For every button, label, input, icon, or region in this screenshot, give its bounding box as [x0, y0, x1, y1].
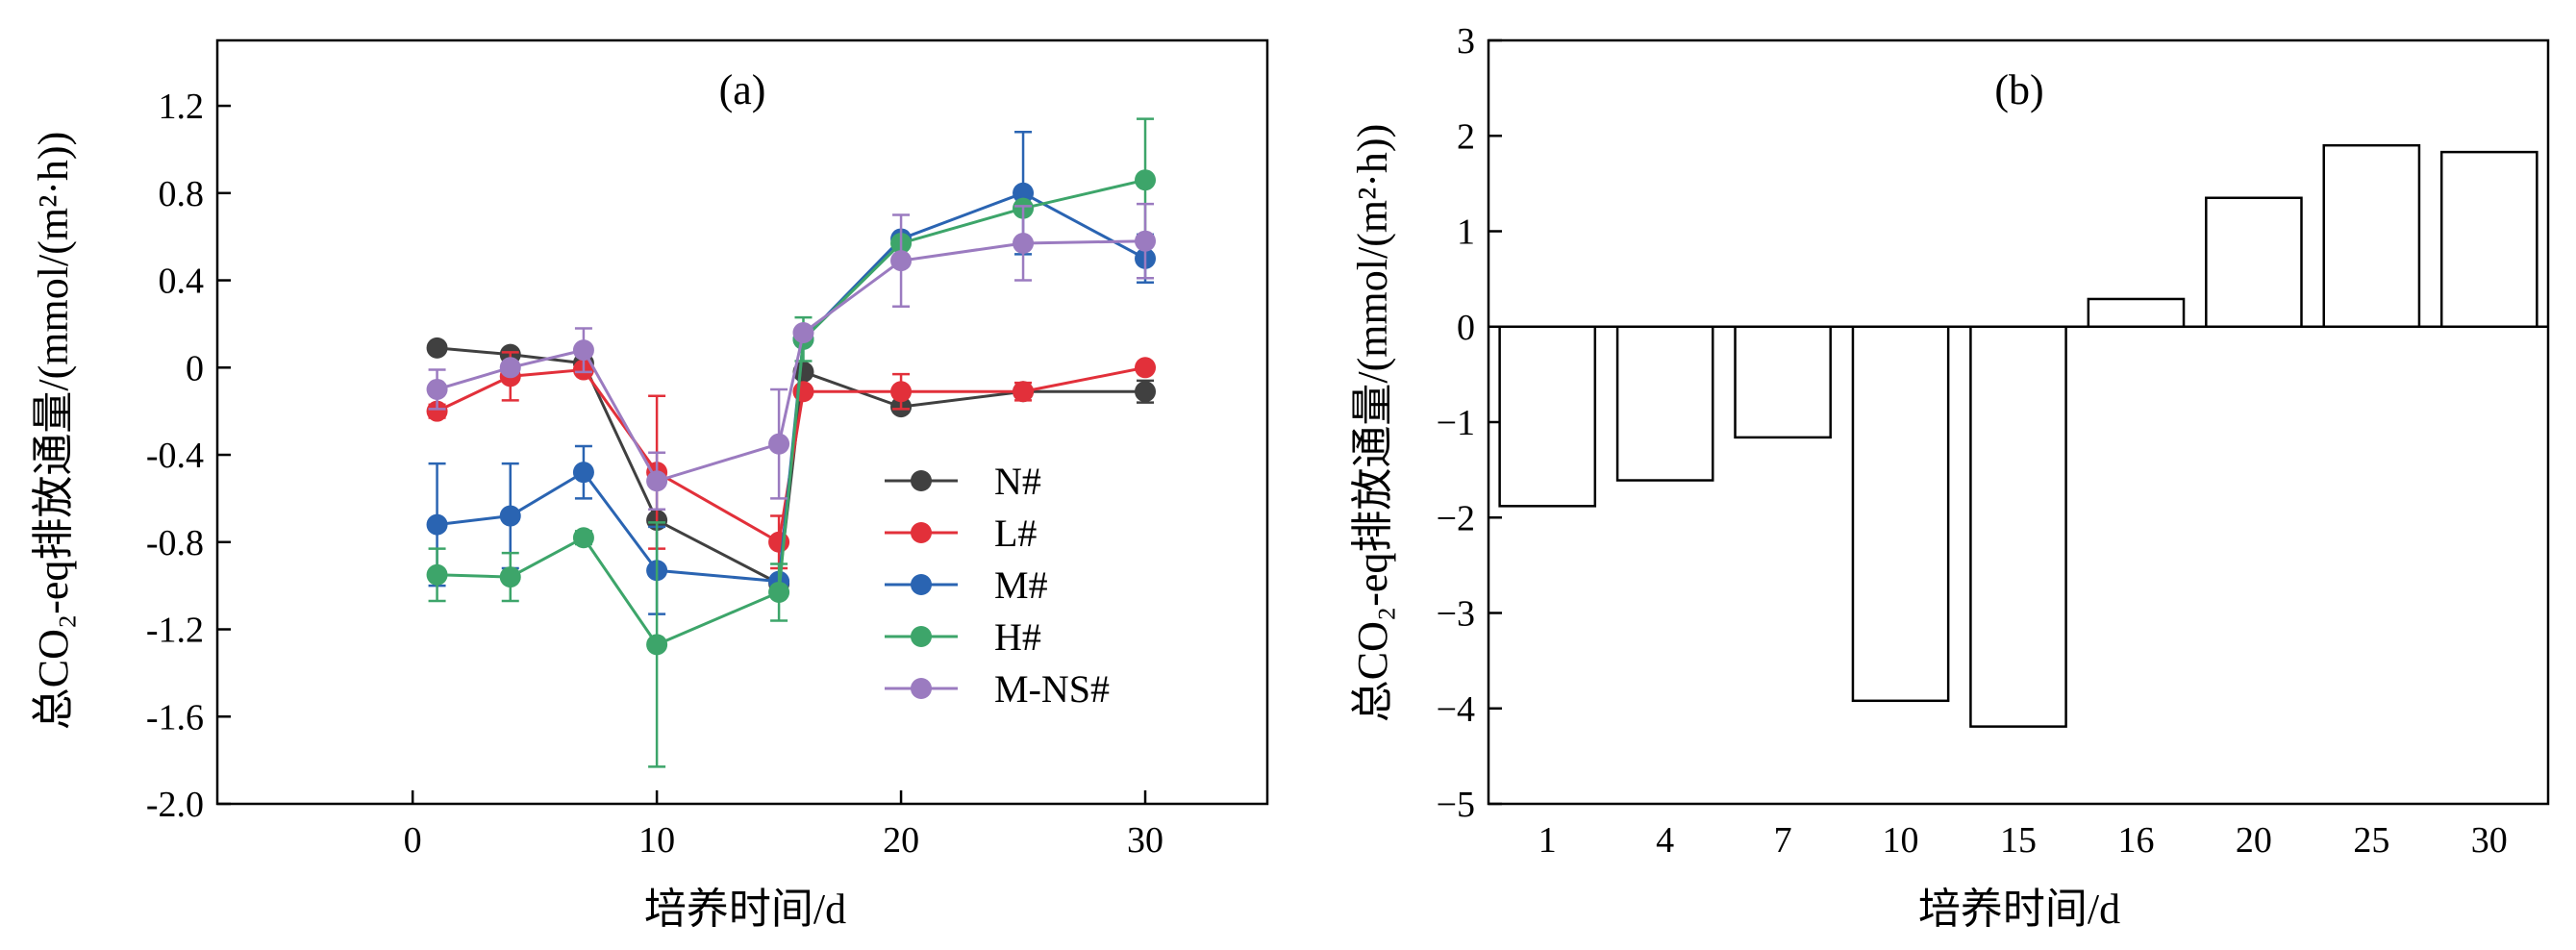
data-point — [572, 462, 594, 484]
legend-entry: M-NS# — [994, 667, 1110, 711]
data-point — [1135, 381, 1157, 403]
data-point — [1013, 232, 1035, 254]
panel-a-x-tick-label: 0 — [404, 820, 422, 861]
data-point — [499, 566, 521, 588]
panel-b-y-tick-label: −1 — [1437, 403, 1475, 443]
panel-a-y-tick-label: 0.4 — [159, 262, 205, 302]
panel-b-x-tick-label: 20 — [2236, 820, 2272, 861]
legend-marker — [911, 470, 932, 491]
data-point — [792, 361, 814, 383]
panel-b-x-tick-label: 15 — [2000, 820, 2037, 861]
panel-a-x-tick-label: 30 — [1127, 820, 1163, 861]
bar — [2087, 297, 2186, 328]
panel-a-x-tick-label: 20 — [883, 820, 919, 861]
panel-b-x-tick-label: 16 — [2117, 820, 2154, 861]
data-point — [768, 433, 790, 455]
bar — [1734, 325, 1832, 439]
panel-b-y-tick-label: −2 — [1437, 498, 1475, 538]
data-point — [646, 470, 668, 492]
panel-a-y-tick-label: -0.4 — [146, 436, 204, 476]
panel-a-y-tick-label: -1.2 — [146, 611, 204, 651]
panel-a-y-tick-label: 1.2 — [159, 87, 205, 127]
legend-marker — [911, 626, 932, 647]
data-point — [646, 634, 668, 656]
panel-b-x-tick-label: 25 — [2353, 820, 2389, 861]
data-point — [890, 250, 913, 272]
legend-entry: L# — [994, 512, 1037, 555]
bar — [2322, 143, 2421, 328]
legend-entry: H# — [994, 615, 1041, 659]
panel-b-y-tick-label: −5 — [1437, 785, 1475, 825]
panel-a-y-tick-label: 0.8 — [159, 174, 205, 214]
panel-a-label: (a) — [719, 66, 766, 113]
data-point — [426, 378, 448, 400]
data-point — [1013, 381, 1035, 403]
data-point — [572, 527, 594, 549]
bar — [1969, 325, 2067, 728]
panel-b-x-tick-label: 10 — [1883, 820, 1919, 861]
panel-a-y-tick-label: -1.6 — [146, 697, 204, 738]
data-point — [1135, 169, 1157, 191]
panel-b-x-tick-label: 4 — [1656, 820, 1674, 861]
legend-entry: M# — [994, 563, 1048, 607]
legend-marker — [911, 574, 932, 595]
panel-b-x-tick-label: 7 — [1774, 820, 1792, 861]
panel-a-plot-frame — [215, 38, 1269, 806]
panel-b-label: (b) — [1994, 66, 2043, 113]
bar — [1498, 325, 1597, 508]
data-point — [572, 339, 594, 362]
legend-entry: N# — [994, 460, 1041, 503]
panel-b-y-tick-label: −4 — [1437, 689, 1475, 730]
data-point — [768, 581, 790, 603]
panel-a: (a) 培养时间/d 总CO₂-eq排放通量/(mmol/(m²·h)) -2.… — [30, 38, 1269, 933]
data-point — [499, 505, 521, 527]
legend-marker — [911, 522, 932, 543]
data-point — [426, 513, 448, 536]
data-point — [426, 563, 448, 586]
data-point — [499, 357, 521, 379]
panel-b-y-axis-label: 总CO₂-eq排放通量/(mmol/(m²·h)) — [1349, 124, 1396, 722]
panel-b-y-tick-label: 1 — [1457, 212, 1475, 253]
series-line — [437, 239, 1146, 484]
panel-b-y-tick-label: 3 — [1457, 21, 1475, 62]
data-point — [792, 321, 814, 343]
panel-b-x-axis-label: 培养时间/d — [1918, 886, 2120, 933]
panel-b-y-tick-label: 0 — [1457, 308, 1475, 348]
series-mns-group — [426, 202, 1157, 511]
bar — [1615, 325, 1714, 482]
bar — [2439, 150, 2538, 328]
panel-a-x-axis-label: 培养时间/d — [644, 886, 846, 933]
panel-a-y-tick-label: 0 — [186, 348, 204, 388]
data-point — [890, 381, 913, 403]
data-point — [426, 337, 448, 359]
data-point — [1135, 357, 1157, 379]
data-point — [1013, 182, 1035, 204]
panel-b-x-tick-label: 30 — [2471, 820, 2508, 861]
data-point — [426, 400, 448, 422]
panel-b-y-tick-label: 2 — [1457, 116, 1475, 157]
panel-a-y-axis-label: 总CO₂-eq排放通量/(mmol/(m²·h)) — [30, 132, 77, 730]
panel-a-y-tick-label: -0.8 — [146, 523, 204, 563]
data-point — [1135, 230, 1157, 252]
bar — [2205, 196, 2303, 328]
data-point — [768, 531, 790, 553]
panel-a-x-tick-label: 10 — [638, 820, 675, 861]
panel-a-y-tick-label: -2.0 — [146, 785, 204, 825]
legend-marker — [911, 678, 932, 699]
bar — [1851, 325, 1950, 703]
panel-b: (b) 培养时间/d 总CO₂-eq排放通量/(mmol/(m²·h)) −5 −… — [1349, 21, 2550, 933]
panel-b-y-tick-label: −3 — [1437, 594, 1475, 635]
panel-b-x-tick-label: 1 — [1538, 820, 1557, 861]
